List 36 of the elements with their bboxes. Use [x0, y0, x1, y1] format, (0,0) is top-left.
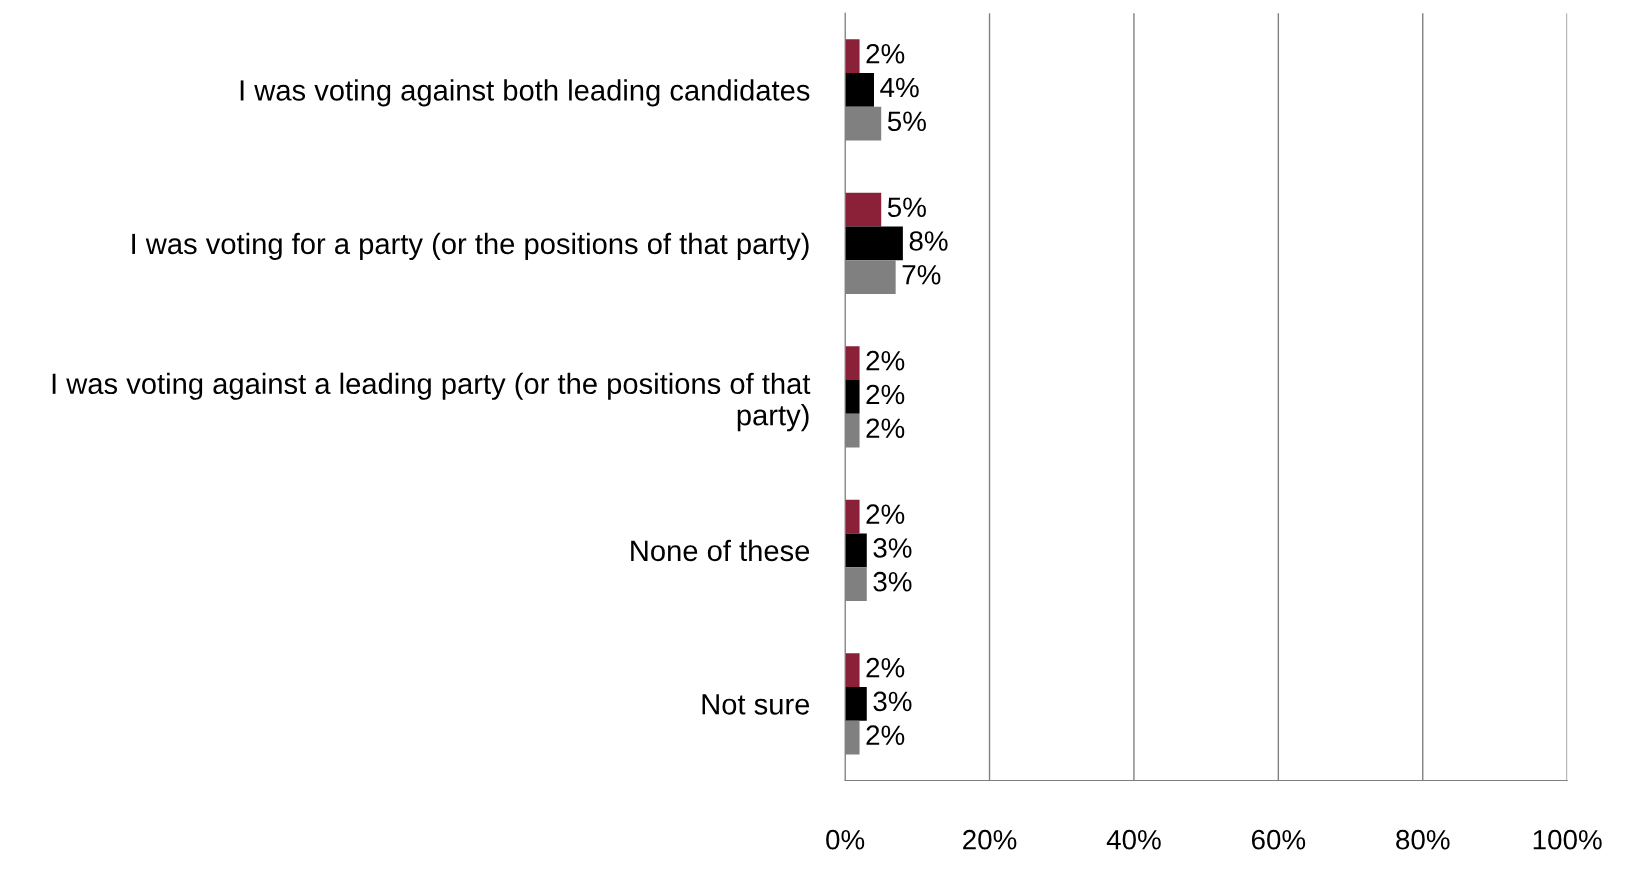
y-tick-label: I was voting against both leading candidates [240, 79, 810, 107]
data-label: 2% [866, 384, 905, 405]
bar [845, 39, 860, 74]
data-label: 8% [909, 231, 948, 251]
bar [845, 653, 860, 687]
data-label: 2% [866, 657, 905, 678]
x-tick-label: 80% [1396, 829, 1450, 850]
bar [845, 533, 867, 568]
bar [845, 192, 882, 227]
bar [845, 346, 860, 380]
x-tick-label: 40% [1106, 829, 1161, 850]
y-tick-label: None of these [631, 539, 810, 562]
data-label: 2% [866, 504, 905, 524]
bar [845, 379, 860, 414]
y-tick-label: I was voting for a party (or the positions of that party) [132, 232, 809, 260]
data-label: 2% [866, 418, 905, 438]
bar [845, 73, 874, 107]
data-label: 3% [873, 571, 912, 592]
x-tick-label: 0% [826, 829, 865, 850]
y-tick-label: I was voting against a leading party (or the positions of that party) [52, 372, 811, 432]
x-tick-label: 100% [1533, 829, 1602, 850]
x-tick-label: 60% [1251, 829, 1306, 850]
x-tick-label: 20% [963, 829, 1017, 850]
data-label: 3% [873, 691, 912, 712]
data-label: 2% [866, 350, 905, 371]
y-tick-label: Not sure [702, 694, 810, 715]
data-label: 5% [887, 111, 926, 132]
data-label: 5% [887, 197, 926, 218]
data-label: 4% [880, 77, 919, 98]
bar [845, 226, 903, 261]
bar [845, 686, 867, 721]
data-label: 2% [866, 43, 905, 64]
bar [845, 499, 860, 534]
data-label: 2% [866, 725, 905, 745]
data-label: 7% [902, 265, 941, 285]
data-label: 3% [873, 538, 912, 558]
